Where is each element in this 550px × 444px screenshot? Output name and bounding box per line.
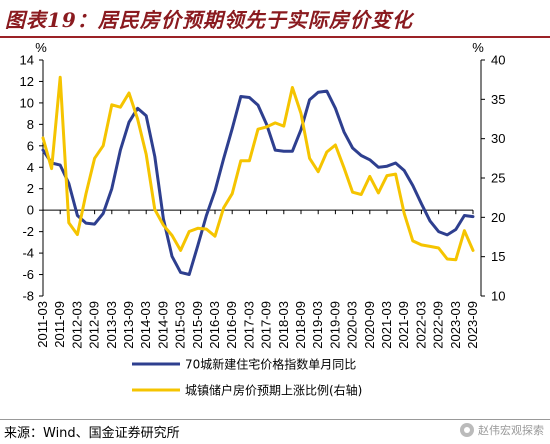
left-axis-tick-label: 4 (27, 160, 34, 175)
left-axis-tick-label: -2 (22, 224, 34, 239)
x-axis-tick-label: 2021-03 (379, 301, 394, 349)
series-line-70city-index (41, 89, 475, 276)
source-divider (0, 419, 550, 420)
x-axis-tick-label: 2017-03 (241, 301, 256, 349)
left-axis-tick-label: -8 (22, 289, 34, 304)
line-chart: % -8 -6 -4 -2 0 2 4 6 8 10 12 14 % 10 15 20 25 30 35 40 201… (20, 40, 506, 398)
legend-label: 70城新建住宅价格指数单月同比 (185, 357, 356, 372)
left-axis-tick-label: 12 (20, 74, 34, 89)
x-axis-tick-label: 2019-09 (327, 301, 342, 349)
x-axis-tick-label: 2021-09 (396, 301, 411, 349)
source-note: 来源：Wind、国金证券研究所 (4, 426, 180, 441)
left-axis-tick-label: 0 (27, 203, 34, 218)
x-axis-tick-label: 2012-09 (87, 301, 102, 349)
x-axis-tick-label: 2011-09 (52, 301, 67, 348)
left-axis-tick-label: 10 (20, 95, 34, 110)
right-axis-tick-label: 30 (491, 131, 505, 146)
x-axis-tick-label: 2013-03 (104, 301, 119, 349)
x-axis-tick-label: 2011-03 (35, 301, 50, 348)
x-axis: 2011-03 2011-09 2012-03 2012-09 2013-03 2013-… (35, 209, 480, 349)
x-axis-tick-label: 2020-09 (362, 301, 377, 349)
x-axis-tick-label: 2023-09 (465, 301, 480, 349)
right-axis-tick-label: 10 (491, 289, 505, 304)
x-axis-tick-label: 2016-09 (224, 301, 239, 349)
x-axis-tick-label: 2023-03 (448, 301, 463, 349)
x-axis-tick-label: 2015-09 (190, 301, 205, 349)
x-axis-tick-label: 2014-03 (138, 301, 153, 349)
x-axis-tick-label: 2015-03 (173, 301, 188, 349)
watermark: 赵伟宏观探索 (460, 422, 544, 438)
x-axis-tick-label: 2022-09 (431, 301, 446, 349)
x-axis-tick-label: 2018-09 (293, 301, 308, 349)
right-axis-unit: % (472, 40, 484, 55)
watermark-text: 赵伟宏观探索 (478, 424, 544, 437)
left-axis-tick-label: -6 (22, 267, 34, 282)
right-axis-tick-label: 15 (491, 249, 505, 264)
legend-label: 城镇储户房价预期上涨比例(右轴) (185, 383, 362, 398)
x-axis-tick-label: 2013-09 (121, 301, 136, 349)
right-axis-tick-label: 20 (491, 210, 505, 225)
right-axis-tick-label: 25 (491, 171, 505, 186)
right-axis-tick-label: 35 (491, 92, 505, 107)
left-axis-tick-label: 14 (20, 53, 34, 68)
left-axis-tick-label: 8 (27, 117, 34, 132)
x-axis-tick-label: 2014-09 (155, 301, 170, 349)
x-axis-tick-label: 2020-03 (345, 301, 360, 349)
x-axis-tick-label: 2018-03 (276, 301, 291, 349)
x-axis-tick-label: 2022-03 (413, 301, 428, 349)
series-layer (41, 75, 475, 276)
right-axis-tick-label: 40 (491, 53, 505, 68)
title-bar: 图表19：居民房价预期领先于实际房价变化 (0, 0, 550, 34)
left-axis-tick-label: 6 (27, 138, 34, 153)
left-axis-tick-label: 2 (27, 181, 34, 196)
left-y-axis: % -8 -6 -4 -2 0 2 4 6 8 10 12 14 (20, 40, 48, 304)
wechat-icon (460, 423, 474, 437)
chart-title: 图表19：居民房价预期领先于实际房价变化 (5, 8, 413, 32)
x-axis-tick-label: 2012-03 (69, 301, 84, 349)
x-axis-tick-label: 2017-09 (259, 301, 274, 349)
x-axis-tick-label: 2016-03 (207, 301, 222, 349)
left-axis-tick-label: -4 (22, 246, 34, 261)
right-y-axis: % 10 15 20 25 30 35 40 (472, 40, 505, 304)
title-divider (0, 36, 550, 38)
series-line-depositor-expectation (41, 75, 475, 262)
x-axis-tick-label: 2019-03 (310, 301, 325, 349)
left-axis-unit: % (35, 40, 47, 55)
